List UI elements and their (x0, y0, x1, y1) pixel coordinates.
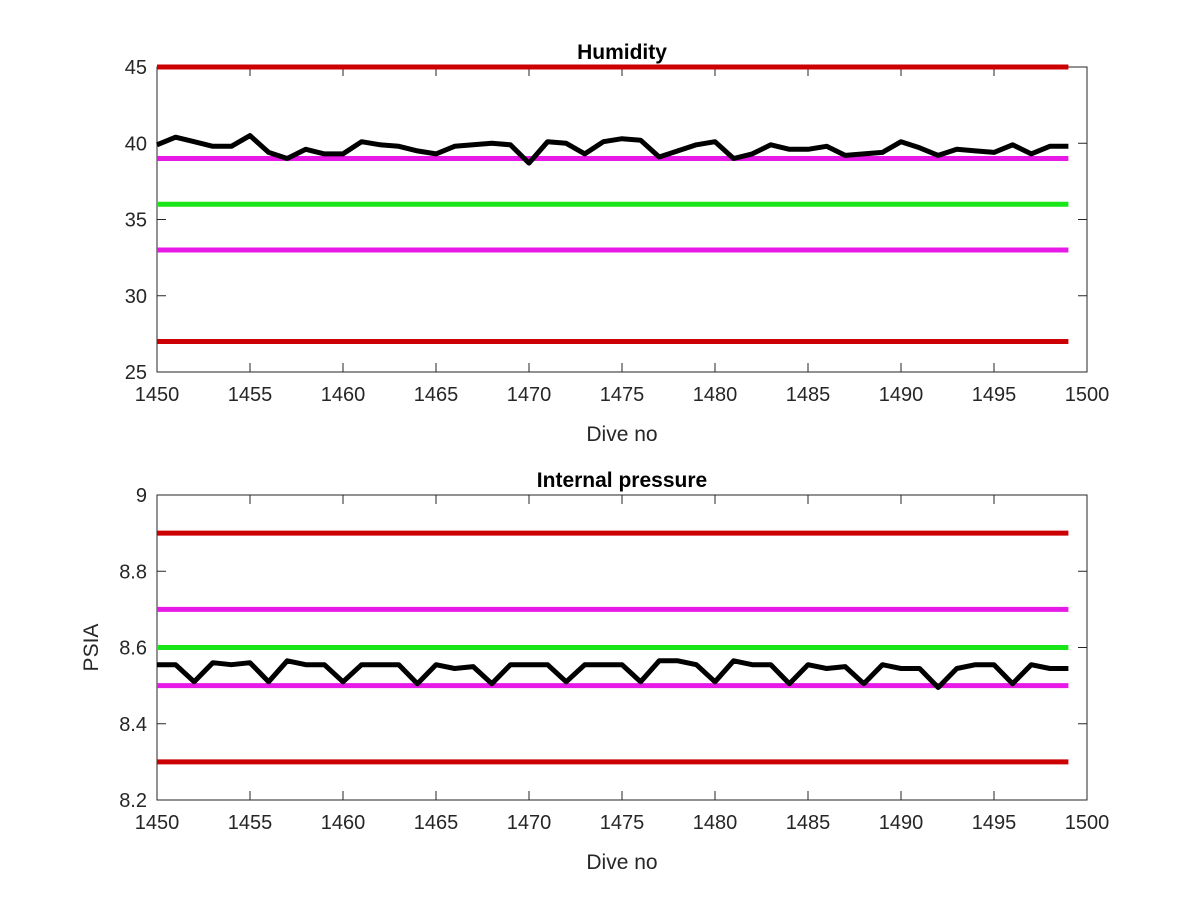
x-tick-label: 1475 (600, 812, 645, 834)
y-tick-label: 8.4 (119, 714, 147, 736)
x-tick-label: 1460 (321, 812, 366, 834)
y-tick-label: 25 (125, 362, 147, 384)
x-tick-label: 1450 (135, 812, 180, 834)
chart-title: Humidity (577, 41, 667, 64)
x-tick-label: 1465 (414, 812, 459, 834)
x-axis-label: Dive no (586, 851, 657, 874)
x-tick-label: 1465 (414, 384, 459, 406)
x-tick-label: 1490 (879, 812, 924, 834)
y-tick-label: 45 (125, 57, 147, 79)
y-tick-label: 35 (125, 210, 147, 232)
x-tick-label: 1485 (786, 812, 831, 834)
x-tick-label: 1460 (321, 384, 366, 406)
x-tick-label: 1480 (693, 812, 738, 834)
y-tick-label: 9 (136, 485, 147, 507)
x-axis-label: Dive no (586, 423, 657, 446)
x-tick-label: 1495 (972, 384, 1017, 406)
data-series-line (156, 133, 1069, 166)
x-tick-label: 1500 (1065, 384, 1110, 406)
x-tick-label: 1470 (507, 384, 552, 406)
plot-frame (156, 66, 1088, 373)
data-series-line (157, 658, 1069, 690)
y-tick-label: 30 (125, 286, 147, 308)
y-tick-label: 8.2 (119, 790, 147, 812)
x-tick-label: 1455 (228, 812, 273, 834)
humidity-chart: 1450 1455 1460 1465 1470 1475 1480 1485 1490 1495… (125, 41, 1110, 446)
y-tick-label: 40 (125, 133, 147, 155)
y-axis-label: PSIA (80, 624, 103, 672)
y-tick-label: 8.8 (119, 561, 147, 583)
x-tick-label: 1455 (228, 384, 273, 406)
y-tick-label: 8.6 (119, 638, 147, 660)
x-tick-label: 1480 (693, 384, 738, 406)
chart-title: Internal pressure (537, 469, 707, 492)
internal-pressure-chart: 1450 1455 1460 1465 1470 1475 1480 1485 1490 1495… (80, 469, 1109, 874)
x-tick-label: 1470 (507, 812, 552, 834)
x-tick-label: 1495 (972, 812, 1017, 834)
x-tick-label: 1500 (1065, 812, 1110, 834)
x-tick-label: 1490 (879, 384, 924, 406)
x-tick-label: 1485 (786, 384, 831, 406)
x-tick-label: 1475 (600, 384, 645, 406)
x-tick-label: 1450 (135, 384, 180, 406)
